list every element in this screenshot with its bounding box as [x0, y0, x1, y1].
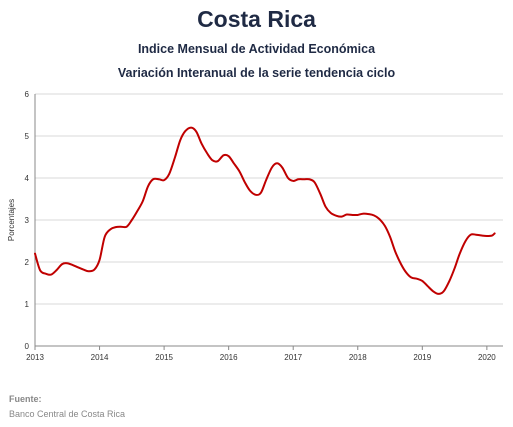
- y-tick-label: 2: [25, 258, 30, 267]
- series-lines: [34, 126, 496, 295]
- x-tick-label: 2014: [91, 353, 109, 362]
- y-tick-label: 5: [25, 132, 30, 141]
- y-tick-labels: 0 1 2 3 4 5 6: [25, 90, 30, 351]
- x-tick-label: 2015: [155, 353, 173, 362]
- y-tick-label: 4: [25, 174, 30, 183]
- x-tick-labels: 2013 2014 2015 2016 2017 2018 2019 2020: [26, 353, 496, 362]
- x-tick-label: 2019: [413, 353, 431, 362]
- x-tick-label: 2020: [478, 353, 496, 362]
- grid-lines: [35, 93, 503, 305]
- source-label: Fuente:: [9, 394, 42, 404]
- x-tick-label: 2018: [349, 353, 367, 362]
- chart-title: Costa Rica: [197, 6, 316, 32]
- chart-subtitle: Indice Mensual de Actividad Económica: [137, 42, 376, 56]
- x-tick-label: 2016: [220, 353, 238, 362]
- y-tick-label: 3: [25, 216, 30, 225]
- y-tick-label: 1: [25, 300, 30, 309]
- x-tick-label: 2017: [284, 353, 302, 362]
- y-tick-label: 0: [25, 342, 30, 351]
- series-line-0: [34, 126, 496, 295]
- y-axis-label: Porcentajes: [7, 199, 16, 241]
- chart-subtitle-2: Variación Interanual de la serie tendenc…: [117, 66, 396, 80]
- y-tick-label: 6: [25, 90, 30, 99]
- axes: [34, 94, 503, 350]
- x-tick-label: 2013: [26, 353, 44, 362]
- source-text: Banco Central de Costa Rica: [9, 409, 126, 419]
